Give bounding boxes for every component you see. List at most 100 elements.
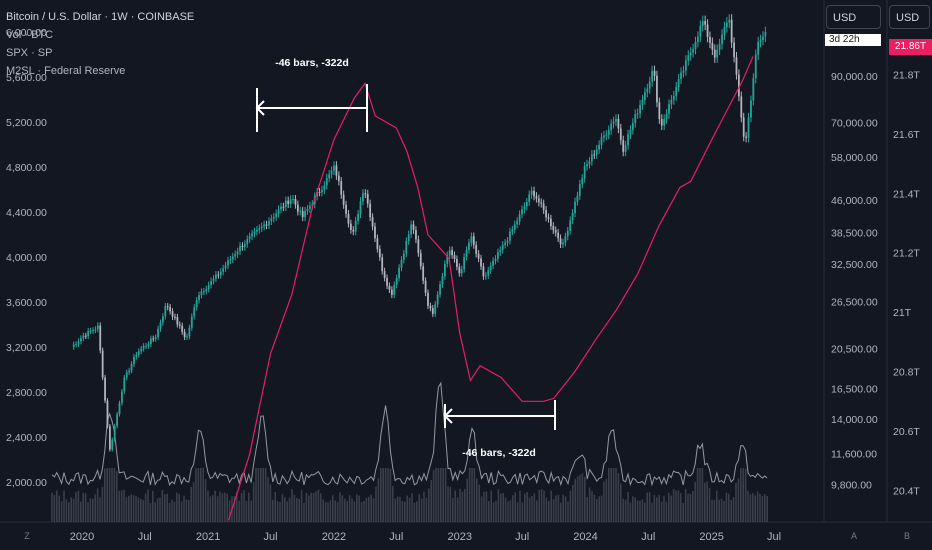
legend-title[interactable]: Bitcoin / U.S. Dollar · 1W · COINBASE: [6, 11, 195, 23]
spx-candle-body: [92, 330, 94, 332]
spx-candle-body: [463, 256, 466, 270]
auto-scale-a-button[interactable]: A: [850, 531, 857, 541]
spx-candle-body: [130, 364, 133, 371]
spx-candle-body: [243, 244, 246, 248]
spx-candle-body: [258, 228, 261, 230]
spx-candle-body: [422, 266, 425, 281]
spx-candle-body: [528, 194, 531, 202]
spx-candle-body: [436, 294, 439, 305]
spx-candle-body: [665, 113, 668, 120]
time-axis-tick: 2020: [70, 531, 94, 543]
spx-candle-body: [603, 135, 605, 138]
spx-candle-body: [357, 214, 360, 221]
spx-candle-body: [145, 345, 147, 347]
spx-candle-body: [227, 260, 229, 266]
spx-candle-body: [106, 400, 109, 427]
spx-candle-body: [113, 426, 116, 440]
spx-candle-body: [362, 193, 364, 202]
spx-candle-body: [550, 218, 552, 227]
spx-candle-body: [205, 289, 208, 292]
time-axis-tick: 2023: [447, 531, 471, 543]
spx-candle-body: [735, 57, 738, 75]
spx-candle-body: [530, 190, 533, 195]
spx-candle-body: [176, 317, 179, 325]
spx-candle-body: [752, 78, 755, 101]
spx-candle-body: [590, 154, 593, 162]
spx-candle-body: [504, 242, 507, 245]
spx-candle-body: [537, 198, 540, 203]
spx-candle-body: [610, 123, 613, 131]
spx-candle-body: [376, 238, 379, 249]
spx-candle-body: [318, 191, 321, 193]
spx-candle-body: [559, 238, 562, 245]
spx-candle-body: [687, 55, 690, 61]
spx-candle-body: [417, 239, 420, 254]
spx-candle-body: [333, 165, 335, 171]
spx-candle-body: [480, 258, 482, 267]
spx-candle-body: [682, 70, 685, 73]
spx-candle-body: [369, 203, 372, 218]
scale-b-button[interactable]: B: [903, 531, 910, 541]
spx-candle-body: [193, 307, 196, 317]
spx-candle-body: [750, 100, 752, 118]
spx-candle-body: [294, 199, 297, 205]
spx-candle-body: [658, 102, 661, 120]
spx-candle-body: [456, 258, 458, 267]
spx-candle-body: [94, 329, 97, 331]
spx-candle-body: [684, 60, 687, 71]
spx-candle-body: [159, 322, 162, 329]
spx-candle-body: [477, 253, 480, 259]
time-axis-tick: 2022: [322, 531, 346, 543]
left-axis-tick: 4,000.00: [6, 252, 47, 264]
spx-candle-body: [405, 241, 408, 254]
spx-candle-body: [747, 117, 750, 138]
spx-candle-body: [335, 165, 338, 176]
spx-candle-body: [458, 266, 461, 274]
spx-candle-body: [133, 356, 135, 365]
right-axis-tick: 20.6T: [893, 426, 920, 438]
spx-candle-body: [639, 104, 641, 114]
unit-button-btc[interactable]: USD: [826, 5, 881, 29]
spx-candle-body: [87, 331, 90, 337]
spx-candle-body: [634, 114, 637, 123]
spx-candle-body: [663, 119, 666, 126]
spx-candle-body: [137, 351, 140, 355]
spx-candle-body: [641, 99, 644, 105]
spx-candle-body: [578, 184, 581, 196]
legend-m2[interactable]: M2SL · Federal Reserve: [6, 65, 126, 77]
spx-candle-body: [82, 335, 85, 339]
spx-candle-body: [270, 218, 273, 222]
spx-candle-body: [680, 72, 682, 79]
spx-candle-body: [301, 210, 304, 218]
spx-candle-body: [612, 121, 615, 124]
legend-vol[interactable]: Vol · BTC: [6, 29, 54, 41]
spx-candle-body: [660, 119, 663, 126]
spx-candle-body: [448, 250, 451, 256]
spx-candle-body: [677, 78, 680, 87]
middle-axis-tick: 90,000.00: [831, 71, 878, 83]
spx-candle-body: [615, 118, 617, 122]
timezone-z-button[interactable]: Z: [24, 531, 30, 541]
spx-candle-body: [183, 331, 186, 338]
time-axis-tick: Jul: [641, 531, 655, 543]
spx-candle-body: [552, 226, 555, 231]
left-axis-tick: 2,800.00: [6, 387, 47, 399]
unit-button-m2[interactable]: USD: [889, 5, 930, 29]
middle-axis-tick: 14,000.00: [831, 414, 878, 426]
spx-candle-body: [289, 199, 292, 204]
right-axis-tick: 20.4T: [893, 486, 920, 498]
spx-candle-body: [482, 266, 485, 277]
spx-candle-body: [161, 316, 164, 323]
spx-candle-body: [77, 341, 80, 345]
spx-candle-body: [460, 269, 463, 274]
legend-spx[interactable]: SPX · SP: [6, 47, 53, 59]
spx-candle-body: [672, 95, 675, 100]
spx-candle-body: [246, 239, 249, 245]
spx-candle-body: [646, 88, 649, 93]
spx-candle-body: [509, 231, 511, 241]
spx-candle-body: [742, 117, 745, 137]
volume-line: [51, 381, 768, 487]
middle-axis-tick: 32,500.00: [831, 259, 878, 271]
spx-candle-body: [229, 259, 232, 261]
